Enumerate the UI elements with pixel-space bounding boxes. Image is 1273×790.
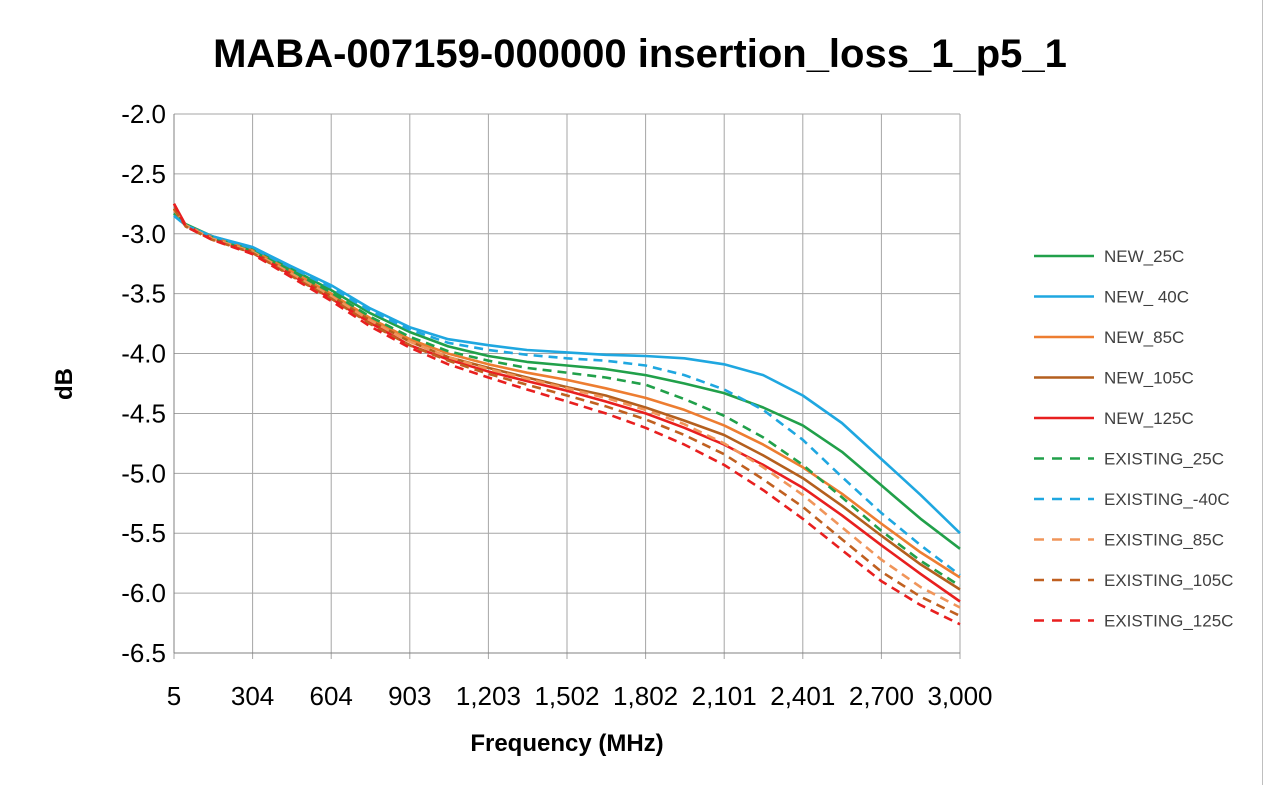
chart-frame-border (1262, 0, 1263, 785)
legend-label: NEW_105C (1104, 369, 1194, 388)
x-tick-label: 2,700 (849, 681, 914, 711)
series-line-existing-85c (172, 209, 961, 609)
y-axis-title: dB (51, 368, 78, 400)
series-line-new-125c (172, 203, 961, 603)
series-line-existing-40c (173, 214, 961, 577)
y-tick-label: -6.5 (121, 638, 166, 668)
x-tick-label: 304 (231, 681, 274, 711)
legend-label: NEW_ 40C (1104, 288, 1189, 307)
legend-label: EXISTING_85C (1104, 531, 1224, 550)
legend-label: NEW_125C (1104, 409, 1194, 428)
legend: NEW_25C NEW_ 40C NEW_85C NEW_105C NEW_125C EX… (1034, 247, 1233, 631)
y-tick-label: -4.0 (121, 339, 166, 369)
series-line-existing-25c (173, 212, 961, 587)
y-tick-label: -2.0 (121, 99, 166, 129)
x-tick-label: 1,802 (613, 681, 678, 711)
x-tick-label: 1,203 (456, 681, 521, 711)
x-tick-label: 1,502 (534, 681, 599, 711)
legend-label: NEW_85C (1104, 328, 1184, 347)
x-axis-title: Frequency (MHz) (470, 730, 663, 757)
legend-label: NEW_25C (1104, 247, 1184, 266)
y-tick-label: -2.5 (121, 159, 166, 189)
series-line-existing-125c (172, 203, 961, 626)
legend-label: EXISTING_125C (1104, 612, 1233, 631)
x-tick-label: 903 (388, 681, 431, 711)
legend-label: EXISTING_25C (1104, 450, 1224, 469)
y-tick-label: -4.5 (121, 398, 166, 428)
x-tick-label: 2,101 (692, 681, 757, 711)
series-line-existing-105c (172, 207, 961, 618)
series-layer (172, 203, 961, 626)
y-tick-label: -3.0 (121, 219, 166, 249)
y-tick-label: -6.0 (121, 578, 166, 608)
x-tick-label: 5 (167, 681, 181, 711)
x-tick-label: 604 (310, 681, 353, 711)
chart-title: MABA-007159-000000 insertion_loss_1_p5_1 (213, 32, 1067, 76)
y-tick-label: -5.0 (121, 458, 166, 488)
axis-layer: -2.0 -2.5 -3.0 -3.5 -4.0 -4.5 -5.0 -5.5 -6.0 -6.5… (121, 99, 992, 711)
legend-label: EXISTING_105C (1104, 571, 1233, 590)
y-tick-label: -3.5 (121, 279, 166, 309)
x-tick-label: 2,401 (770, 681, 835, 711)
legend-label: EXISTING_-40C (1104, 490, 1230, 509)
x-tick-label: 3,000 (927, 681, 992, 711)
y-tick-label: -5.5 (121, 518, 166, 548)
